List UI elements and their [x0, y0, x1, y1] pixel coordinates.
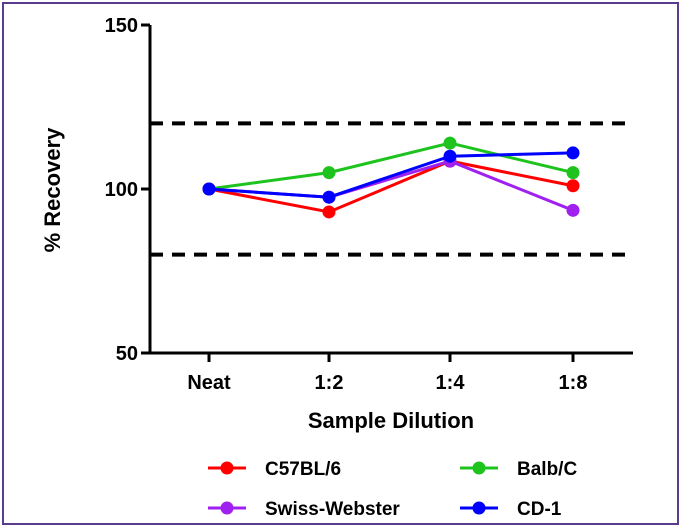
series-line	[208, 141, 574, 191]
legend-label: Balb/C	[517, 459, 577, 480]
legend-marker	[472, 461, 486, 475]
reference-lines	[150, 121, 627, 257]
legend-marker	[220, 461, 234, 475]
data-point	[443, 149, 457, 163]
data-point	[566, 203, 580, 217]
data-point	[566, 166, 580, 180]
x-tick-label: 1:2	[315, 372, 344, 394]
chart-legend: C57BL/6 Balb/C Swiss-Webster CD-1	[208, 459, 577, 520]
data-point	[443, 136, 457, 150]
series-line	[208, 159, 574, 214]
x-tick-label: Neat	[187, 372, 231, 394]
legend-marker	[472, 501, 486, 515]
y-axis-label: % Recovery	[40, 127, 65, 253]
data-point	[566, 146, 580, 160]
chart-frame	[2, 2, 679, 525]
chart-axes: 50 100 150 Neat 1:2 1:4 1:8	[105, 15, 633, 394]
legend-label: CD-1	[517, 499, 562, 520]
x-axis-label: Sample Dilution	[308, 408, 474, 433]
y-tick-label: 150	[105, 15, 138, 37]
data-point	[566, 179, 580, 193]
legend-label: C57BL/6	[265, 459, 341, 480]
series-line	[208, 151, 574, 199]
chart-series	[202, 136, 580, 219]
legend-label: Swiss-Webster	[265, 499, 400, 520]
x-tick-label: 1:8	[559, 372, 588, 394]
legend-marker	[220, 501, 234, 515]
y-tick-label: 100	[105, 179, 138, 201]
data-point	[322, 205, 336, 219]
data-point	[322, 190, 336, 204]
y-tick-label: 50	[116, 343, 138, 365]
data-point	[322, 166, 336, 180]
data-point	[202, 182, 216, 196]
x-tick-label: 1:4	[436, 372, 466, 394]
